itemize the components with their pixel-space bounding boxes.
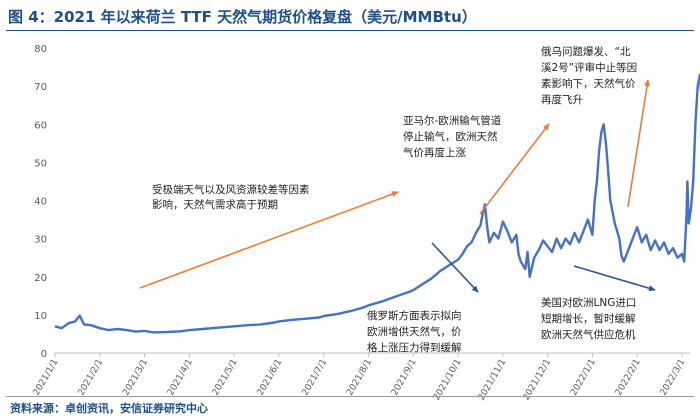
x-tick-label: 2022/2/1 bbox=[614, 358, 643, 398]
annotation-russia-supply: 俄罗斯方面表示拟向 欧洲增供天然气，价 格上涨压力得到缓解 bbox=[367, 309, 465, 354]
title-divider bbox=[6, 30, 694, 31]
x-tick-label: 2021/1/1 bbox=[32, 358, 61, 398]
y-tick-label: 70 bbox=[34, 82, 47, 93]
rise-arrow-3 bbox=[627, 79, 651, 208]
annotation-yamal: 亚马尔-欧洲输气管道 停止输气，欧洲天然 气价再度上涨 bbox=[403, 114, 505, 159]
source-note: 资料来源：卓创资讯，安信证券研究中心 bbox=[10, 402, 208, 415]
y-tick-label: 10 bbox=[34, 311, 47, 322]
footer-divider bbox=[6, 396, 694, 397]
y-tick-label: 60 bbox=[34, 120, 47, 131]
y-tick-label: 40 bbox=[34, 197, 47, 208]
y-tick-label: 50 bbox=[34, 158, 47, 169]
rise-arrow-2 bbox=[479, 123, 550, 215]
rise-arrow-1 bbox=[139, 191, 399, 289]
chart-title: 图 4：2021 年以来荷兰 TTF 天然气期货价格复盘（美元/MMBtu） bbox=[8, 8, 477, 26]
ease-arrow-2 bbox=[573, 265, 656, 292]
x-tick-label: 2021/8/1 bbox=[345, 358, 374, 398]
x-tick-label: 2021/9/1 bbox=[390, 358, 419, 398]
annotation-weather: 受极端天气以及风资源较差等因素 影响，天然气需求高于预期 bbox=[152, 183, 313, 211]
ttf-price-line bbox=[54, 73, 700, 334]
annotation-russia-ukraine: 俄乌问题爆发、“北 溪2号”评审中止等因 素影响下，天然气价 再度飞升 bbox=[541, 45, 640, 106]
y-tick-label: 80 bbox=[34, 44, 47, 55]
x-tick-label: 2021/4/1 bbox=[166, 358, 195, 398]
x-tick-label: 2021/2/1 bbox=[77, 358, 106, 398]
x-tick-label: 2022/3/1 bbox=[659, 358, 688, 398]
y-tick-label: 20 bbox=[34, 273, 47, 284]
x-tick-label: 2021/6/1 bbox=[256, 358, 285, 398]
y-tick-label: 30 bbox=[34, 235, 47, 246]
x-tick-label: 2022/1/1 bbox=[569, 358, 598, 398]
ease-arrow-1 bbox=[431, 242, 479, 293]
x-tick-label: 2021/7/1 bbox=[300, 358, 329, 398]
y-tick-label: 0 bbox=[41, 349, 47, 360]
x-tick-label: 2021/5/1 bbox=[211, 358, 240, 398]
x-tick-label: 2021/3/1 bbox=[121, 358, 150, 398]
annotation-us-lng: 美国对欧洲LNG进口 短期增长，暂时缓解 欧洲天然气供应危机 bbox=[541, 296, 640, 341]
